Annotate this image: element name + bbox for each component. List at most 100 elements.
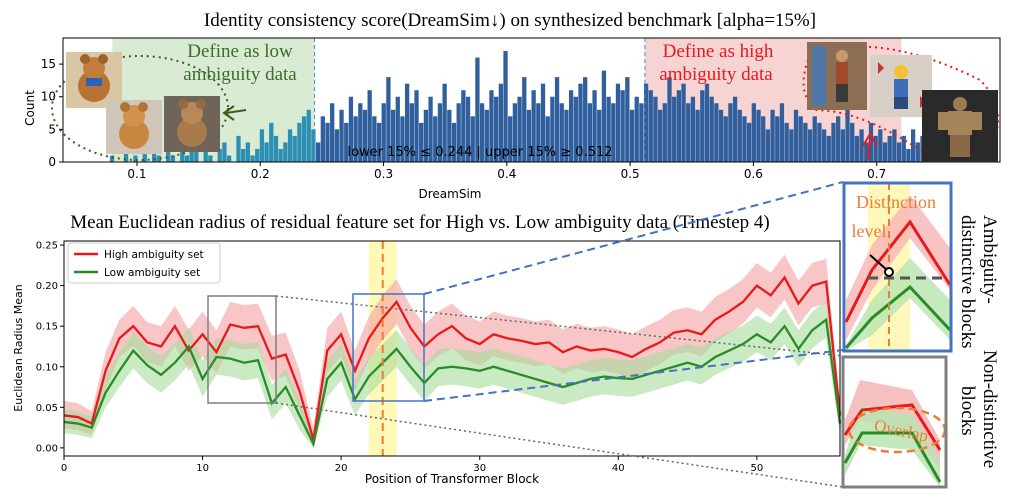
histogram-bar: [222, 142, 227, 162]
inset-low-band: [846, 258, 950, 351]
histogram-bar: [278, 148, 283, 162]
legend-label-low: Low ambiguity set: [104, 267, 200, 279]
histogram-bar: [882, 142, 888, 162]
histogram-bar: [756, 109, 761, 162]
histogram-x-ticks: 0.1 0.2 0.3 0.4 0.5 0.6 0.7: [127, 162, 886, 181]
low-region-label-line1: Define as low: [187, 41, 293, 62]
line-x-tick-label: 40: [612, 463, 625, 474]
side-label-bottom-line1: Non-distinctive: [979, 350, 1000, 468]
histogram-bar: [864, 142, 869, 162]
histogram-bar: [531, 90, 536, 162]
teddy-bear-image-3: [164, 96, 220, 152]
histogram-bar: [878, 129, 883, 162]
inset-distinction-arrow: [869, 254, 888, 271]
histogram-bar: [306, 109, 311, 162]
histogram-bar: [634, 96, 639, 162]
histogram-bar: [700, 90, 705, 162]
histogram-bar: [643, 83, 649, 162]
histogram-bar: [667, 77, 672, 162]
side-label-top-line2: distinctive blocks: [957, 215, 978, 349]
side-label-top-line1: Ambiguity-: [979, 215, 1000, 304]
histogram-bar: [400, 116, 405, 162]
histogram-bar: [470, 116, 475, 162]
histogram-bar: [245, 142, 250, 162]
histogram-bar: [775, 116, 780, 162]
confidence-bands: [64, 254, 840, 448]
histogram-bar: [451, 122, 457, 162]
histogram-bar: [358, 103, 363, 162]
inset-high-band: [846, 195, 950, 340]
histogram-bar: [475, 57, 480, 162]
histogram-bar: [629, 109, 635, 162]
histogram-bar: [812, 116, 817, 162]
high-arrow-head-icon: [862, 132, 878, 147]
histogram-bar: [620, 90, 625, 162]
threshold-annotation: lower 15% ≤ 0.244 | upper 15% ≥ 0.512: [347, 145, 612, 160]
inset-low-line: [844, 284, 952, 349]
distinction-label-line1: Distinction: [856, 192, 936, 212]
high-arrow: [867, 139, 871, 161]
distinction-label-line2: level: [852, 221, 887, 241]
histogram-bar: [568, 90, 574, 162]
histogram-y-tick-label: 5: [48, 122, 56, 136]
histogram-bar: [226, 155, 232, 162]
histogram-bar: [395, 96, 400, 162]
line-y-tick-label: 0.00: [36, 443, 58, 454]
histogram-bar: [770, 109, 775, 162]
histogram-bar: [545, 116, 550, 162]
gray-zoom-box: [207, 295, 277, 404]
histogram-bar: [283, 142, 288, 162]
high-ambiguity-line: [63, 275, 842, 441]
histogram-bar: [180, 142, 185, 162]
histogram-bar: [367, 90, 372, 162]
histogram-bar: [573, 96, 578, 162]
teddy-bear-image-1: [66, 52, 122, 108]
histogram-bar: [648, 90, 653, 162]
histogram-bar: [512, 103, 518, 162]
histogram-x-tick-label: 0.1: [127, 167, 146, 181]
line-y-tick-label: 0.15: [36, 322, 58, 333]
histogram-bar: [840, 129, 845, 162]
histogram-bar: [653, 96, 658, 162]
low-ambiguity-examples: [51, 52, 247, 161]
histogram-bar: [639, 103, 644, 162]
histogram-bar: [779, 103, 785, 162]
histogram-bar: [508, 116, 513, 162]
line-chart-title: Mean Euclidean radius of residual featur…: [70, 212, 769, 233]
histogram-title: Identity consistency score(DreamSim↓) on…: [204, 10, 816, 31]
histogram-bar: [657, 109, 663, 162]
histogram-bar: [784, 122, 789, 162]
line-chart: 0 10 20 30 40 50 0.00 0.05 0.10 0.15 0.20 0.25: [36, 240, 842, 474]
histogram-bar: [133, 155, 138, 162]
line-x-tick-label: 10: [196, 463, 209, 474]
histogram-bar: [208, 155, 213, 162]
histogram-bar: [409, 103, 414, 162]
histogram-bar: [156, 155, 161, 162]
histogram-y-tick-label: 10: [41, 90, 56, 104]
histogram-bar: [718, 109, 724, 162]
blue-zoom-box: [352, 293, 425, 402]
histogram-bar: [859, 129, 864, 162]
histogram-bar: [826, 135, 831, 162]
histogram-bar: [690, 96, 696, 162]
histogram-x-tick-label: 0.3: [374, 167, 393, 181]
histogram-bar: [287, 129, 293, 162]
histogram-bar: [915, 142, 920, 162]
histogram-bar: [592, 90, 597, 162]
histogram-bar: [428, 96, 433, 162]
histogram-bar: [742, 116, 747, 162]
histogram-y-tick-label: 0: [48, 155, 56, 169]
high-region-label-line2: ambiguity data: [659, 64, 773, 85]
histogram-x-tick-label: 0.7: [867, 167, 886, 181]
low-arrow: [225, 109, 247, 114]
non-distinctive-inset-frame: [841, 355, 948, 489]
histogram-bar: [550, 96, 555, 162]
histogram-bar: [662, 103, 667, 162]
histogram-bar: [868, 122, 874, 162]
low-arrow-head-icon: [222, 105, 235, 121]
histogram-bar: [372, 116, 377, 162]
histogram-bar: [456, 103, 461, 162]
gray-connector-top: [275, 295, 844, 357]
histogram-bar: [910, 129, 916, 162]
